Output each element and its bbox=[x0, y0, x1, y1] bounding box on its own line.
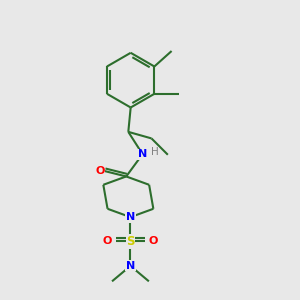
Text: O: O bbox=[95, 166, 105, 176]
Text: N: N bbox=[138, 149, 147, 159]
Text: O: O bbox=[103, 236, 112, 247]
Text: O: O bbox=[149, 236, 158, 247]
Text: N: N bbox=[126, 212, 135, 222]
Text: N: N bbox=[126, 261, 135, 271]
Text: S: S bbox=[126, 235, 135, 248]
Text: H: H bbox=[151, 147, 159, 158]
